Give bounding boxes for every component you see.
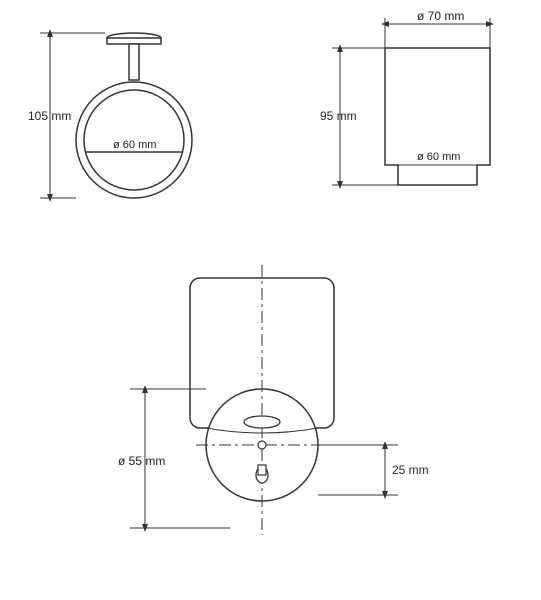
offset-label: 25 mm (392, 463, 429, 477)
mount-plate-side (107, 38, 161, 44)
ring-diameter-label: ø 60 mm (113, 139, 156, 151)
front-height-label: 95 mm (320, 109, 357, 123)
front-view: ø 70 mm 95 mm ø 60 mm (320, 9, 490, 185)
bottom-diameter-label: ø 60 mm (417, 151, 460, 163)
dim-height-label: 105 mm (28, 109, 71, 123)
keyhole-slot (258, 465, 266, 475)
phi-label: ø 55 mm (118, 454, 165, 468)
cup-body (385, 48, 490, 185)
stem (129, 44, 139, 80)
top-view: ø 55 mm 25 mm (118, 265, 429, 535)
side-view: 105 mm ø 60 mm (28, 33, 192, 198)
top-diameter-label: ø 70 mm (417, 9, 464, 23)
mount-slot-icon (244, 416, 280, 428)
center-hole-icon (258, 441, 266, 449)
